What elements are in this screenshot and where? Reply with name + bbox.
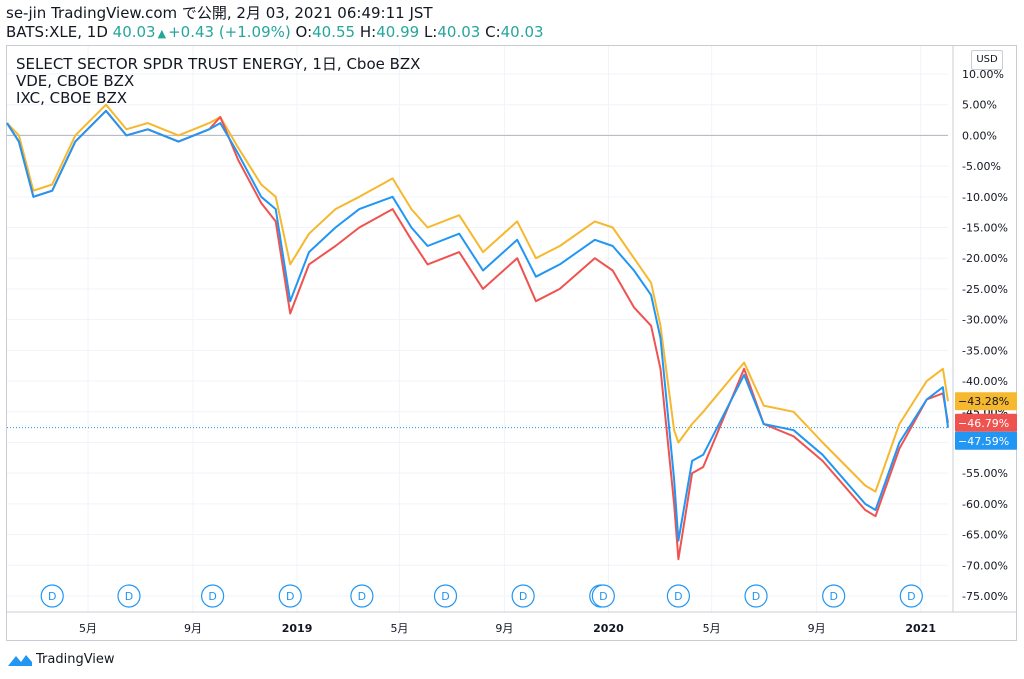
high-value: 40.99 bbox=[376, 23, 420, 41]
last-value-label-vde: −46.79% bbox=[955, 413, 1017, 432]
x-tick-label: 2019 bbox=[282, 622, 313, 635]
close-value: 40.03 bbox=[500, 23, 544, 41]
dividend-marker-label: D bbox=[208, 590, 216, 603]
x-tick-label: 9月 bbox=[495, 622, 513, 635]
dividend-marker-label: D bbox=[48, 590, 56, 603]
dividend-marker-circle bbox=[201, 584, 225, 608]
dividend-marker-circle bbox=[822, 584, 846, 608]
y-tick-label: 0.00% bbox=[962, 129, 997, 142]
y-tick-label: -15.00% bbox=[962, 222, 1008, 235]
dividend-marker-label: D bbox=[907, 590, 915, 603]
y-tick-label: -60.00% bbox=[962, 498, 1008, 511]
last-value-text: −46.79% bbox=[958, 417, 1009, 430]
legend-compare-vde[interactable]: VDE, CBOE BZX bbox=[16, 72, 135, 90]
last-value-text: −43.28% bbox=[958, 395, 1009, 408]
last-value-label-ixc: −47.59% bbox=[955, 431, 1017, 450]
dividend-marker[interactable]: D bbox=[744, 584, 768, 608]
dividend-marker[interactable]: D bbox=[433, 584, 458, 608]
open-value: 40.55 bbox=[312, 23, 356, 41]
dividend-marker-circle bbox=[666, 584, 691, 608]
x-tick-label: 2021 bbox=[905, 622, 936, 635]
x-tick-label: 9月 bbox=[184, 622, 202, 635]
up-arrow-icon: ▲ bbox=[157, 27, 167, 40]
y-tick-label: -40.00% bbox=[962, 375, 1008, 388]
tradingview-logo-icon bbox=[8, 654, 32, 666]
last-value-text: −47.59% bbox=[958, 435, 1009, 448]
y-tick-label: -35.00% bbox=[962, 344, 1008, 357]
dividend-marker[interactable]: D bbox=[117, 584, 141, 608]
dividend-marker[interactable]: D bbox=[511, 584, 535, 608]
dividend-marker-circle bbox=[511, 584, 535, 608]
y-tick-label: -30.00% bbox=[962, 314, 1008, 327]
dividend-marker-circle bbox=[278, 584, 302, 608]
dividend-marker-circle bbox=[744, 584, 768, 608]
last-price: 40.03 bbox=[112, 23, 156, 41]
x-tick-label: 2020 bbox=[593, 622, 624, 635]
chart-legend: SELECT SECTOR SPDR TRUST ENERGY, 1日, Cbo… bbox=[16, 56, 420, 107]
dividend-marker-circle bbox=[433, 584, 458, 608]
open-label: O: bbox=[295, 23, 313, 41]
dividend-marker-circle bbox=[899, 584, 923, 608]
y-tick-label: -10.00% bbox=[962, 191, 1008, 204]
last-value-box bbox=[955, 392, 1017, 411]
y-tick-label: -65.00% bbox=[962, 529, 1008, 542]
y-tick-label: -25.00% bbox=[962, 283, 1008, 296]
dividend-marker-label: D bbox=[441, 590, 449, 603]
publish-info: se-jin TradingView.com で公開, 2月 03, 2021 … bbox=[6, 4, 433, 22]
dividend-marker-circle bbox=[350, 584, 374, 608]
low-value: 40.03 bbox=[437, 23, 481, 41]
x-tick-label: 5月 bbox=[703, 622, 721, 635]
series-line-2[interactable] bbox=[6, 109, 949, 542]
dividend-marker-label: D bbox=[519, 590, 527, 603]
series-line-0[interactable] bbox=[6, 103, 949, 493]
dividend-marker-circle bbox=[40, 584, 64, 608]
dividend-marker-circle bbox=[591, 584, 615, 608]
dividend-marker[interactable]: D bbox=[591, 584, 615, 608]
y-tick-label: -55.00% bbox=[962, 467, 1008, 480]
dividend-marker-label: D bbox=[752, 590, 760, 603]
series-line-1[interactable] bbox=[6, 109, 949, 561]
y-tick-label: 10.00% bbox=[962, 68, 1004, 81]
dividend-marker-circle bbox=[117, 584, 141, 608]
y-tick-label: -5.00% bbox=[962, 160, 1001, 173]
price-change: +0.43 (+1.09%) bbox=[168, 23, 291, 41]
chart-frame bbox=[6, 45, 1017, 641]
last-value-box bbox=[955, 413, 1017, 432]
x-tick-label: 9月 bbox=[808, 622, 826, 635]
dividend-marker[interactable]: D bbox=[350, 584, 374, 608]
currency-button[interactable]: USD bbox=[971, 50, 1003, 70]
dividend-marker[interactable]: D bbox=[666, 584, 691, 608]
y-tick-label: -20.00% bbox=[962, 252, 1008, 265]
y-tick-label: 5.00% bbox=[962, 99, 997, 112]
symbol-label: BATS:XLE, 1D bbox=[6, 23, 108, 41]
dividend-marker[interactable]: D bbox=[201, 584, 225, 608]
x-tick-label: 5月 bbox=[79, 622, 97, 635]
tradingview-brand: TradingView bbox=[36, 652, 115, 667]
y-tick-label: -70.00% bbox=[962, 559, 1008, 572]
dividend-marker-label: D bbox=[829, 590, 837, 603]
last-value-label-xle: −43.28% bbox=[955, 392, 1017, 411]
x-tick-label: 5月 bbox=[390, 622, 408, 635]
dividend-marker[interactable]: D bbox=[822, 584, 846, 608]
dividend-marker-label: D bbox=[286, 590, 294, 603]
legend-main-symbol[interactable]: SELECT SECTOR SPDR TRUST ENERGY, 1日, Cbo… bbox=[16, 55, 421, 73]
low-label: L: bbox=[423, 23, 438, 41]
last-value-box bbox=[955, 431, 1017, 450]
legend-compare-ixc[interactable]: IXC, CBOE BZX bbox=[16, 89, 128, 107]
close-label: C: bbox=[485, 23, 501, 41]
dividend-marker-label: D bbox=[674, 590, 682, 603]
tradingview-footer[interactable]: TradingView bbox=[8, 652, 115, 667]
y-tick-label: -75.00% bbox=[962, 590, 1008, 603]
dividend-marker-label: D bbox=[358, 590, 366, 603]
high-label: H: bbox=[359, 23, 377, 41]
dividend-marker[interactable]: D bbox=[278, 584, 302, 608]
symbol-ohlc-bar: BATS:XLE, 1D 40.03 ▲ +0.43 (+1.09%) O:40.5… bbox=[6, 23, 544, 43]
dividend-marker[interactable]: D bbox=[899, 584, 923, 608]
dividend-marker-label: D bbox=[599, 590, 607, 603]
dividend-marker-label: D bbox=[125, 590, 133, 603]
dividend-marker[interactable]: D bbox=[40, 584, 64, 608]
